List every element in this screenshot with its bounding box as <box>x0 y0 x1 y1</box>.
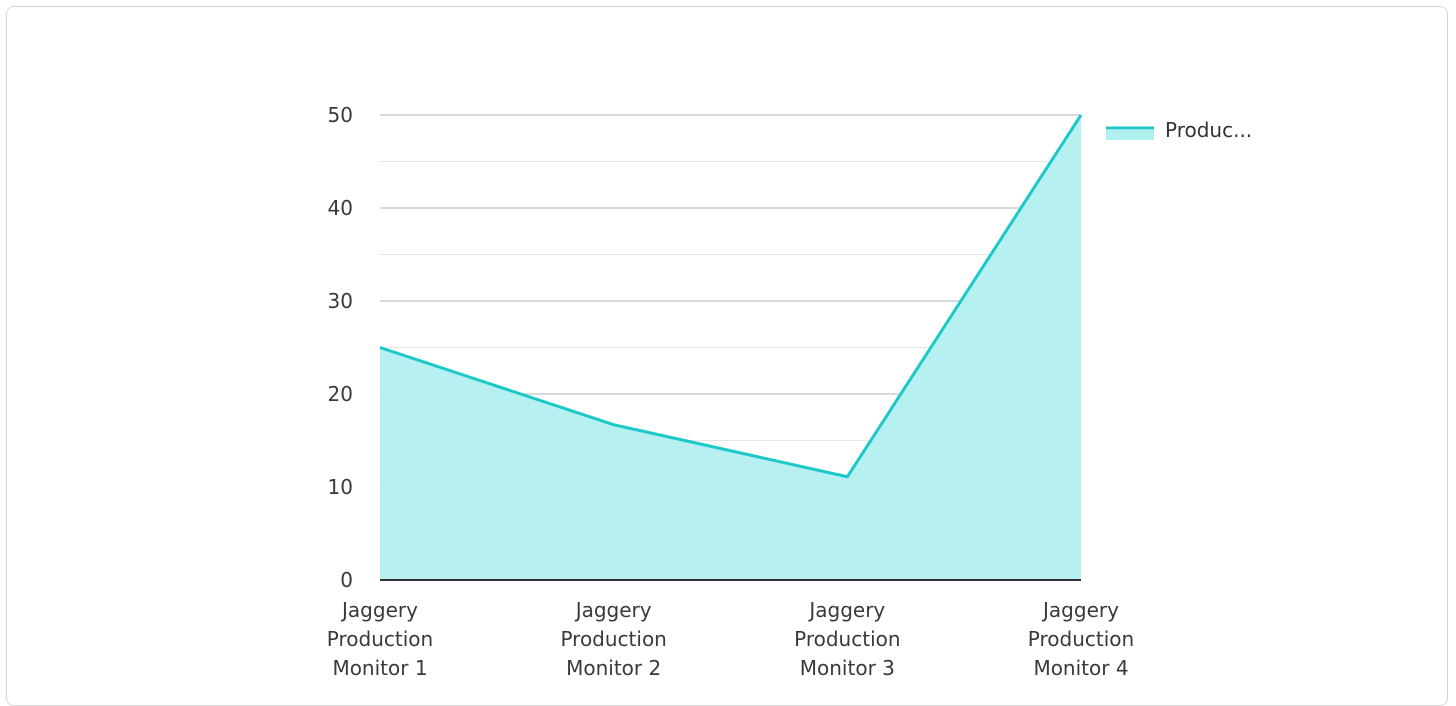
y-tick-label: 10 <box>328 475 353 499</box>
y-tick-label: 30 <box>328 289 353 313</box>
legend-label: Produc... <box>1165 118 1252 142</box>
y-tick-label: 40 <box>328 196 353 220</box>
y-tick-label: 50 <box>328 103 353 127</box>
y-tick-label: 20 <box>328 382 353 406</box>
y-tick-label: 0 <box>340 568 353 592</box>
y-axis-tick-labels: 0 10 20 30 40 50 <box>328 103 353 592</box>
legend-swatch-fill <box>1106 130 1154 140</box>
legend[interactable]: Produc... <box>1106 118 1252 142</box>
